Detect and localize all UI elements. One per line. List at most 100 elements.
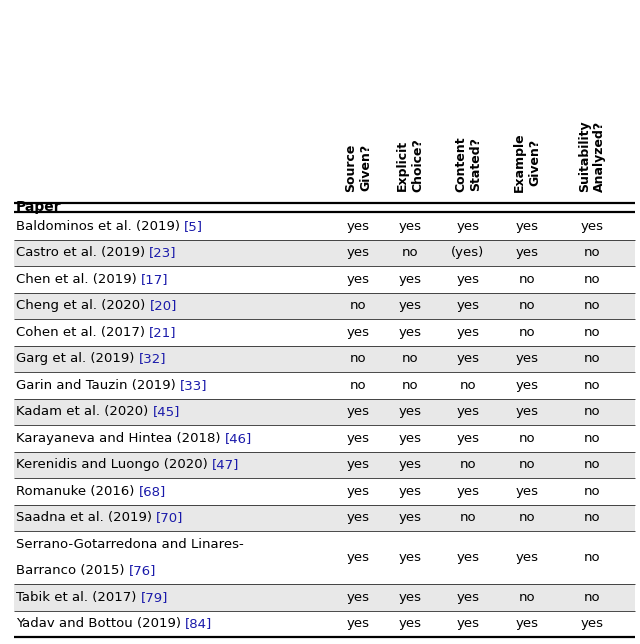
Text: yes: yes [515, 551, 538, 564]
Text: Kadam et al. (2020): Kadam et al. (2020) [16, 405, 152, 418]
Text: yes: yes [346, 551, 369, 564]
Text: no: no [460, 379, 476, 392]
Text: yes: yes [346, 511, 369, 524]
Text: yes: yes [515, 220, 538, 232]
Text: no: no [518, 459, 535, 471]
Text: no: no [584, 485, 600, 498]
Text: [84]: [84] [185, 617, 212, 630]
Text: no: no [584, 551, 600, 564]
Text: no: no [402, 246, 419, 260]
Bar [14, 292, 635, 319]
Text: Explicit
Choice?: Explicit Choice? [396, 138, 424, 192]
Text: yes: yes [515, 617, 538, 630]
Text: [21]: [21] [149, 326, 177, 339]
Text: yes: yes [399, 220, 422, 232]
Text: no: no [584, 352, 600, 365]
Text: Suitability
Analyzed?: Suitability Analyzed? [578, 120, 606, 192]
Text: (yes): (yes) [451, 246, 484, 260]
Text: [17]: [17] [141, 273, 168, 286]
Text: yes: yes [580, 617, 604, 630]
Text: yes: yes [346, 431, 369, 445]
Text: yes: yes [515, 405, 538, 418]
Text: yes: yes [346, 459, 369, 471]
Text: yes: yes [456, 405, 479, 418]
Text: yes: yes [515, 246, 538, 260]
Text: Paper: Paper [16, 200, 61, 214]
Bar [14, 240, 635, 266]
Text: no: no [584, 246, 600, 260]
Text: yes: yes [399, 326, 422, 339]
Bar [14, 399, 635, 425]
Text: Cohen et al. (2017): Cohen et al. (2017) [16, 326, 149, 339]
Text: [70]: [70] [156, 511, 184, 524]
Text: yes: yes [399, 591, 422, 604]
Text: [79]: [79] [141, 591, 168, 604]
Text: Garg et al. (2019): Garg et al. (2019) [16, 352, 139, 365]
Text: yes: yes [346, 405, 369, 418]
Bar [14, 504, 635, 531]
Text: yes: yes [456, 431, 479, 445]
Text: yes: yes [515, 379, 538, 392]
Text: Chen et al. (2019): Chen et al. (2019) [16, 273, 141, 286]
Text: no: no [518, 591, 535, 604]
Text: Source
Given?: Source Given? [344, 144, 372, 192]
Text: no: no [518, 273, 535, 286]
Text: no: no [518, 299, 535, 312]
Text: yes: yes [399, 551, 422, 564]
Bar [14, 584, 635, 611]
Text: Example
Given?: Example Given? [513, 133, 541, 192]
Text: yes: yes [456, 551, 479, 564]
Text: no: no [584, 379, 600, 392]
Bar [14, 451, 635, 478]
Text: [45]: [45] [152, 405, 180, 418]
Text: no: no [402, 352, 419, 365]
Text: Content
Stated?: Content Stated? [454, 137, 482, 192]
Text: no: no [584, 273, 600, 286]
Text: yes: yes [346, 326, 369, 339]
Text: no: no [349, 379, 366, 392]
Text: Barranco (2015): Barranco (2015) [16, 564, 129, 577]
Text: yes: yes [346, 246, 369, 260]
Text: no: no [584, 511, 600, 524]
Bar [14, 345, 635, 372]
Text: yes: yes [456, 591, 479, 604]
Text: yes: yes [346, 273, 369, 286]
Text: no: no [518, 511, 535, 524]
Text: Karayaneva and Hintea (2018): Karayaneva and Hintea (2018) [16, 431, 225, 445]
Text: yes: yes [399, 617, 422, 630]
Text: yes: yes [456, 299, 479, 312]
Text: no: no [584, 431, 600, 445]
Text: Serrano-Gotarredona and Linares-: Serrano-Gotarredona and Linares- [16, 538, 244, 551]
Text: [76]: [76] [129, 564, 156, 577]
Text: no: no [584, 405, 600, 418]
Text: [5]: [5] [184, 220, 204, 232]
Text: yes: yes [346, 591, 369, 604]
Text: yes: yes [399, 431, 422, 445]
Text: yes: yes [399, 405, 422, 418]
Text: yes: yes [399, 459, 422, 471]
Text: yes: yes [399, 299, 422, 312]
Text: yes: yes [346, 617, 369, 630]
Text: yes: yes [399, 485, 422, 498]
Text: yes: yes [456, 485, 479, 498]
Text: no: no [584, 459, 600, 471]
Text: [47]: [47] [212, 459, 239, 471]
Text: yes: yes [456, 617, 479, 630]
Text: yes: yes [399, 511, 422, 524]
Text: Yadav and Bottou (2019): Yadav and Bottou (2019) [16, 617, 185, 630]
Text: Kerenidis and Luongo (2020): Kerenidis and Luongo (2020) [16, 459, 212, 471]
Text: yes: yes [456, 326, 479, 339]
Text: [20]: [20] [150, 299, 177, 312]
Text: [23]: [23] [149, 246, 177, 260]
Text: no: no [518, 326, 535, 339]
Text: Garin and Tauzin (2019): Garin and Tauzin (2019) [16, 379, 180, 392]
Text: no: no [460, 511, 476, 524]
Text: yes: yes [456, 220, 479, 232]
Text: no: no [584, 299, 600, 312]
Text: [32]: [32] [139, 352, 166, 365]
Text: yes: yes [515, 352, 538, 365]
Text: [46]: [46] [225, 431, 252, 445]
Text: Saadna et al. (2019): Saadna et al. (2019) [16, 511, 156, 524]
Text: yes: yes [580, 220, 604, 232]
Text: Cheng et al. (2020): Cheng et al. (2020) [16, 299, 150, 312]
